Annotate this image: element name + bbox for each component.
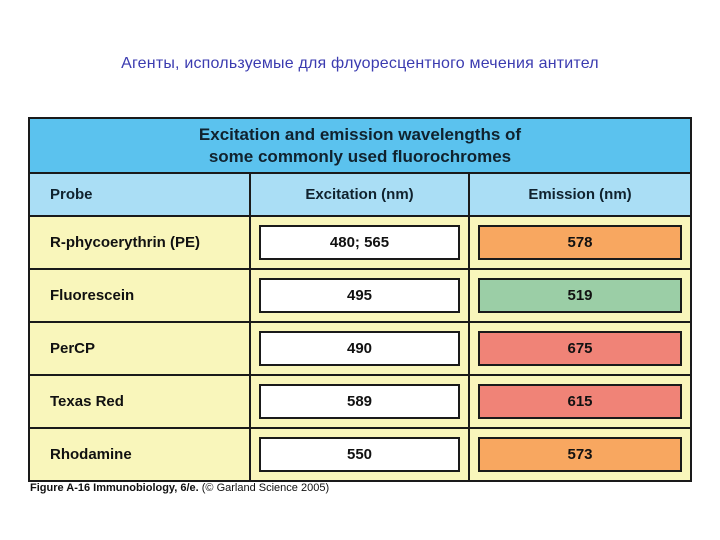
- excitation-cell: 589: [251, 376, 470, 427]
- emission-value: 578: [567, 234, 593, 251]
- excitation-value: 589: [346, 393, 373, 410]
- table-row: Texas Red 589 615: [30, 374, 690, 427]
- emission-cell: 519: [470, 270, 690, 321]
- table-title-line1: Excitation and emission wavelengths of: [198, 125, 522, 145]
- probe-label: PerCP: [50, 340, 96, 357]
- column-header-excitation: Excitation (nm): [251, 174, 470, 215]
- figure-copyright: (© Garland Science 2005): [201, 482, 330, 494]
- excitation-value: 480; 565: [329, 234, 390, 251]
- table-body: R-phycoerythrin (PE) 480; 565 578 Fluore…: [30, 217, 690, 480]
- emission-cell: 615: [470, 376, 690, 427]
- probe-cell: Rhodamine: [30, 429, 251, 480]
- excitation-value-box: 589: [259, 384, 460, 419]
- figure-caption: Figure A-16 Immunobiology, 6/e. (© Garla…: [30, 482, 329, 494]
- table-row: Fluorescein 495 519: [30, 268, 690, 321]
- excitation-value: 490: [346, 340, 373, 357]
- excitation-value-box: 480; 565: [259, 225, 460, 260]
- probe-cell: PerCP: [30, 323, 251, 374]
- table-header-row: Probe Excitation (nm) Emission (nm): [30, 174, 690, 217]
- excitation-value: 550: [346, 446, 373, 463]
- excitation-value-box: 550: [259, 437, 460, 472]
- probe-label: R-phycoerythrin (PE): [50, 234, 201, 251]
- table-title: Excitation and emission wavelengths of s…: [30, 119, 690, 174]
- excitation-cell: 480; 565: [251, 217, 470, 268]
- excitation-value-box: 495: [259, 278, 460, 313]
- table-row: R-phycoerythrin (PE) 480; 565 578: [30, 217, 690, 268]
- emission-value-box: 615: [478, 384, 682, 419]
- figure-source: Immunobiology, 6/e.: [93, 482, 199, 494]
- emission-value: 615: [567, 393, 593, 410]
- excitation-value: 495: [346, 287, 373, 304]
- emission-value-box: 675: [478, 331, 682, 366]
- column-header-emission: Emission (nm): [528, 186, 632, 203]
- probe-label: Fluorescein: [50, 287, 135, 304]
- probe-cell: Fluorescein: [30, 270, 251, 321]
- probe-label: Rhodamine: [50, 446, 132, 463]
- fluorochrome-table: Excitation and emission wavelengths of s…: [28, 117, 692, 482]
- emission-value-box: 578: [478, 225, 682, 260]
- table-row: PerCP 490 675: [30, 321, 690, 374]
- emission-value-box: 519: [478, 278, 682, 313]
- emission-cell: 675: [470, 323, 690, 374]
- probe-label: Texas Red: [50, 393, 124, 410]
- emission-cell: 578: [470, 217, 690, 268]
- excitation-cell: 495: [251, 270, 470, 321]
- emission-value-box: 573: [478, 437, 682, 472]
- probe-cell: Texas Red: [30, 376, 251, 427]
- table-title-line2: some commonly used fluorochromes: [208, 146, 512, 166]
- slide-title: Агенты, используемые для флуоресцентного…: [121, 55, 599, 72]
- table-row: Rhodamine 550 573: [30, 427, 690, 480]
- probe-cell: R-phycoerythrin (PE): [30, 217, 251, 268]
- emission-value: 519: [567, 287, 593, 304]
- emission-cell: 573: [470, 429, 690, 480]
- column-header-probe: Probe: [30, 174, 251, 215]
- excitation-value-box: 490: [259, 331, 460, 366]
- figure-label: Figure A-16: [30, 482, 91, 494]
- emission-value: 573: [567, 446, 593, 463]
- excitation-cell: 490: [251, 323, 470, 374]
- emission-value: 675: [567, 340, 593, 357]
- excitation-cell: 550: [251, 429, 470, 480]
